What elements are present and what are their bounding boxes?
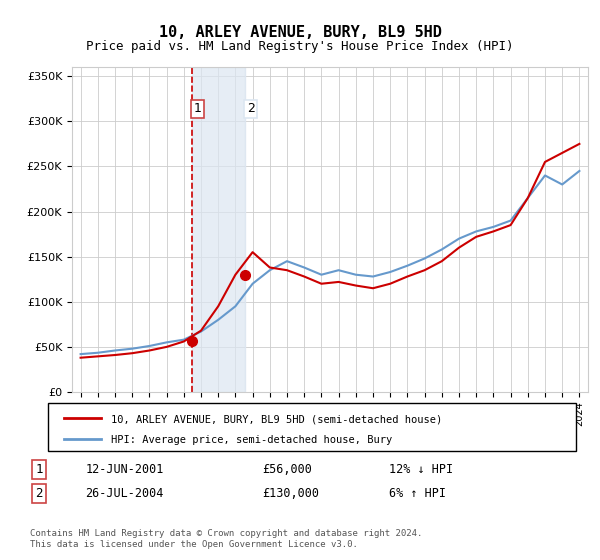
Text: 1: 1 xyxy=(193,102,201,115)
Text: £130,000: £130,000 xyxy=(262,487,319,500)
Text: 26-JUL-2004: 26-JUL-2004 xyxy=(85,487,164,500)
Text: 2: 2 xyxy=(247,102,255,115)
Text: 12% ↓ HPI: 12% ↓ HPI xyxy=(389,463,453,476)
Text: HPI: Average price, semi-detached house, Bury: HPI: Average price, semi-detached house,… xyxy=(112,435,392,445)
Text: 1: 1 xyxy=(35,463,43,476)
Text: Price paid vs. HM Land Registry's House Price Index (HPI): Price paid vs. HM Land Registry's House … xyxy=(86,40,514,53)
FancyBboxPatch shape xyxy=(48,403,576,451)
Text: 10, ARLEY AVENUE, BURY, BL9 5HD (semi-detached house): 10, ARLEY AVENUE, BURY, BL9 5HD (semi-de… xyxy=(112,415,443,425)
Bar xyxy=(191,67,245,392)
Text: 12-JUN-2001: 12-JUN-2001 xyxy=(85,463,164,476)
Text: 10, ARLEY AVENUE, BURY, BL9 5HD: 10, ARLEY AVENUE, BURY, BL9 5HD xyxy=(158,25,442,40)
Text: £56,000: £56,000 xyxy=(262,463,312,476)
Text: 6% ↑ HPI: 6% ↑ HPI xyxy=(389,487,446,500)
Text: 2: 2 xyxy=(35,487,43,500)
Text: Contains HM Land Registry data © Crown copyright and database right 2024.
This d: Contains HM Land Registry data © Crown c… xyxy=(30,529,422,549)
